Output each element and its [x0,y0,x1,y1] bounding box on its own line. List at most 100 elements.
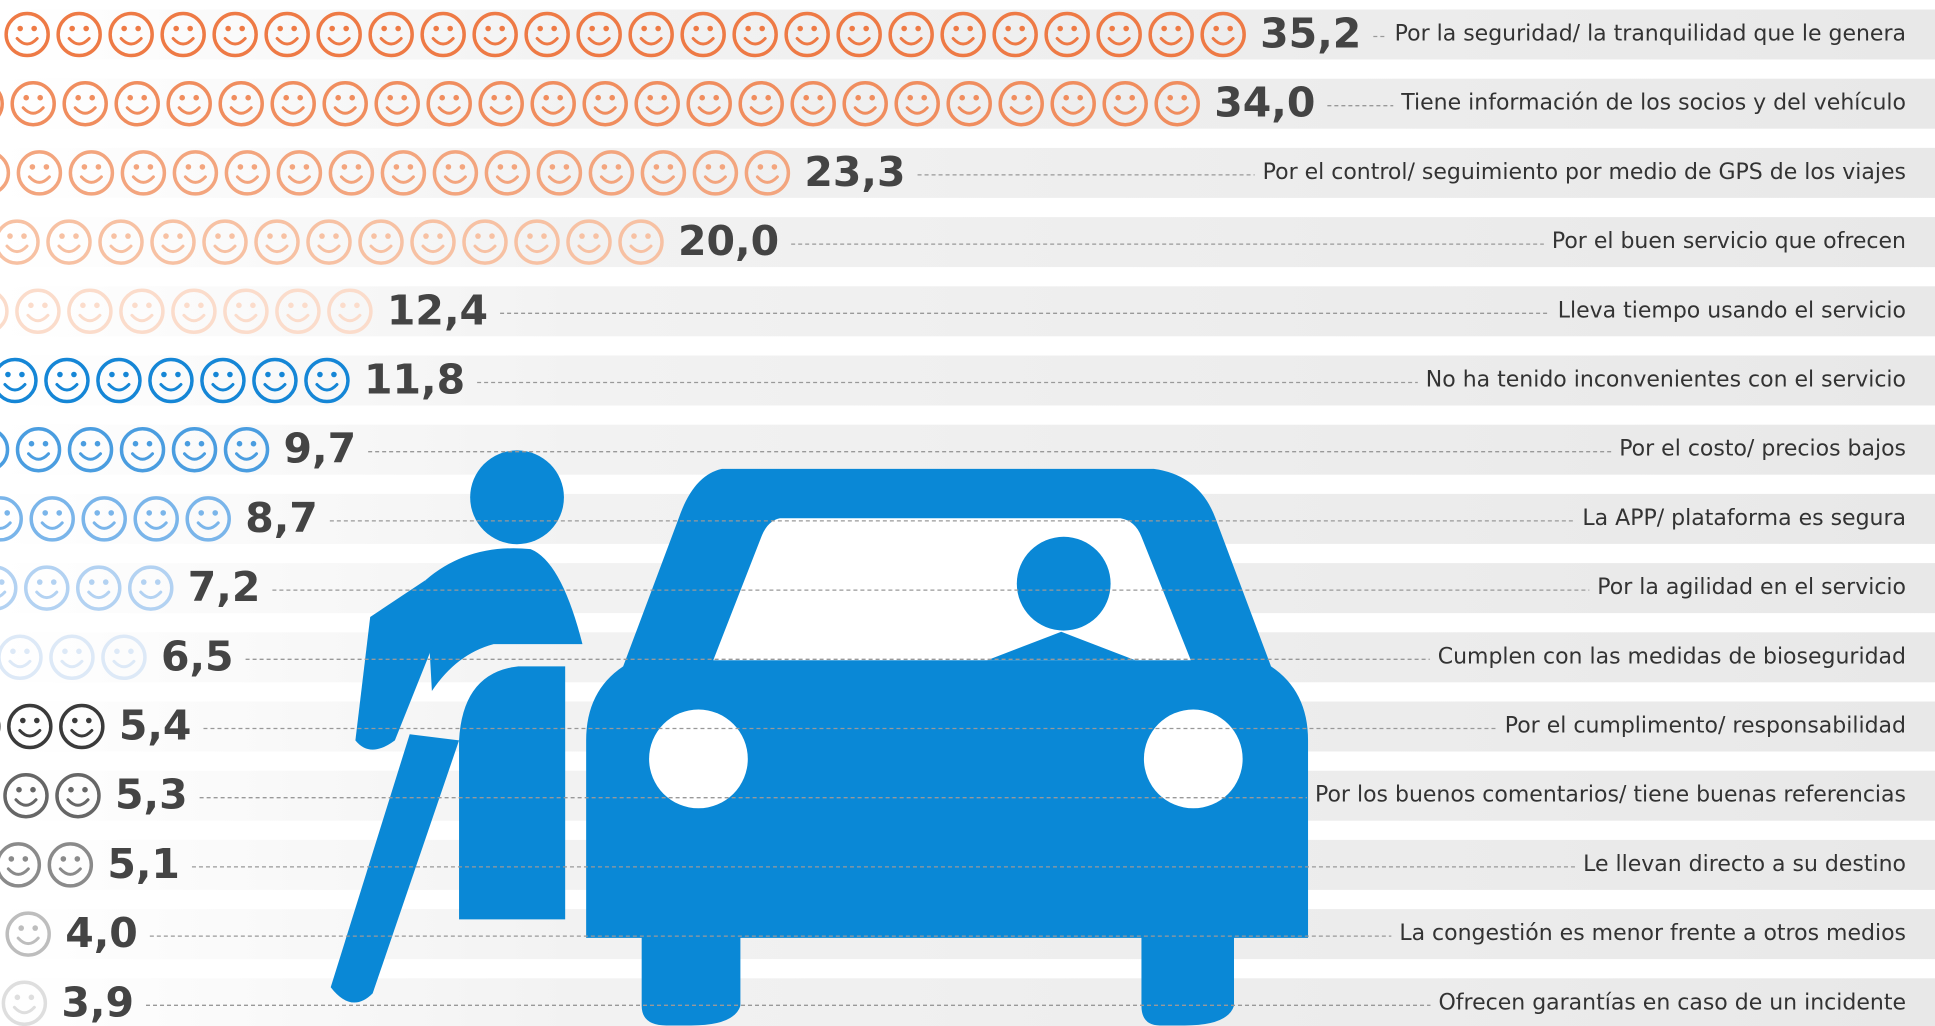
smiley-mouth [159,383,183,392]
smiley-mouth [183,452,207,461]
value-label: 5,3 [115,771,188,819]
smiley-eye [24,648,30,655]
smiley-eye [146,510,153,516]
smiley-face [0,842,42,888]
smiley-eye [705,164,712,170]
smiley-face [150,219,196,265]
smiley-eye [973,94,979,101]
smiley [588,150,635,196]
smiley [304,357,350,404]
smiley-mouth [391,175,415,184]
smiley-mouth [79,175,103,184]
smiley-mouth [0,521,12,530]
smiley-eye [28,994,35,1001]
smiley-eye [83,25,89,32]
smiley-eye [595,94,601,101]
smiley-eye [765,94,771,101]
category-label: Por el costo/ precios bajos [1619,437,1906,462]
smiley-face [16,150,63,196]
smiley-face [304,357,350,404]
smiley [252,357,298,404]
smiley-face [212,11,258,58]
smiley [1050,80,1096,127]
smiley [992,11,1038,58]
smiley [119,426,166,473]
value-label: 34,0 [1214,79,1315,127]
smiley-eye [557,94,563,101]
smiley-eye [69,25,75,32]
row-band [0,9,1935,60]
smiley [784,11,830,58]
smiley-eye [16,786,22,793]
smiley [166,80,212,127]
smiley-face [1154,80,1200,127]
smiley-eye [42,510,49,516]
smiley-eye [699,94,705,101]
smiley-mouth [957,106,981,115]
smiley-eye [0,579,5,585]
smiley [426,80,472,127]
smiley-face [81,496,127,542]
smiley-face [1096,11,1142,58]
smiley-face [55,772,101,819]
smiley-mouth [495,175,519,184]
smiley-mouth [755,175,779,184]
smiley-eye [163,233,169,239]
smiley-eye [36,579,43,585]
smiley-mouth [489,106,513,115]
smiley-mouth [125,106,149,115]
smiley-face [842,80,888,127]
smiley-mouth [229,106,253,115]
smiley [888,11,934,58]
smiley-eye [88,579,95,585]
smiley-mouth [265,244,289,254]
smiley-mouth [1061,106,1085,115]
smiley-eye [869,94,875,101]
smiley-face [68,150,115,196]
smiley-face [223,426,270,473]
smiley-eye [177,233,183,239]
smiley-eye [803,94,809,101]
smiley-face [628,11,674,58]
car-windshield [713,518,1191,661]
smiley-face [119,426,166,473]
smiley-eye [283,94,290,101]
value-label: 23,3 [804,148,905,196]
smiley-mouth [21,106,45,115]
person-arm [355,579,435,750]
smiley-eye [141,94,147,101]
smiley-eye [37,94,43,101]
smiley-eye [329,25,335,32]
smiley-mouth [177,106,201,115]
smiley-eye [109,371,115,378]
smiley-eye [8,856,15,862]
category-label: Cumplen con las medidas de bioseguridad [1438,644,1906,669]
smiley-eye [1025,94,1031,101]
smiley [732,11,778,58]
smiley [374,80,420,127]
smiley-eye [94,302,100,309]
smiley-eye [817,94,823,101]
smiley-eye [967,25,973,32]
smiley-eye [102,579,109,585]
smiley [5,911,51,957]
value-label: 5,1 [107,840,180,888]
smiley [0,565,18,611]
smiley-eye [655,25,661,32]
smiley-eye [1005,25,1011,32]
smiley-mouth [281,106,305,115]
smiley-eye [288,302,294,309]
smiley-mouth [639,37,663,46]
smiley [368,11,414,58]
smiley-mouth [951,37,975,46]
smiley-face [1044,11,1090,58]
smiley [1200,11,1246,58]
smiley-eye [127,94,133,101]
smiley-eye [381,25,387,32]
smiley-eye [34,717,40,724]
smiley [29,496,75,542]
smiley [472,11,518,58]
smiley-mouth [263,383,287,392]
driver-head [1016,536,1111,631]
smiley-eye [82,786,88,793]
